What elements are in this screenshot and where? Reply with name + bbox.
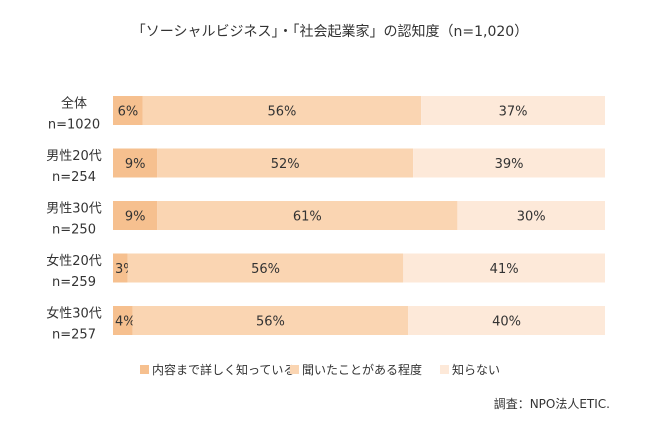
legend-swatch xyxy=(290,365,299,374)
bar-segment xyxy=(113,201,158,230)
legend-label: 聞いたことがある程度 xyxy=(302,362,422,377)
data-label: 30% xyxy=(517,210,546,225)
data-label: 61% xyxy=(293,210,322,225)
bars: 6% 56% 37%9% 52% 39%9% 61% 30%3% 56% 41%4% 56% 40% xyxy=(113,96,605,335)
data-label: 4% xyxy=(115,315,136,330)
category-label: 男性20代 xyxy=(46,149,102,164)
data-label: 39% xyxy=(495,157,524,172)
bar-segment xyxy=(408,306,605,335)
source-note: 調査：NPO法人ETIC. xyxy=(494,397,610,411)
legend-label: 内容まで詳しく知っている xyxy=(152,362,295,377)
category-label: 女性30代 xyxy=(46,306,102,322)
data-label: 37% xyxy=(499,105,528,120)
legend: 内容まで詳しく知っている 聞いたことがある程度 知らない xyxy=(140,362,500,377)
data-label: 6% xyxy=(118,105,139,120)
data-label: 40% xyxy=(492,315,521,330)
bar-segment xyxy=(157,201,458,230)
bar-segment xyxy=(113,148,158,178)
data-label: 56% xyxy=(256,315,285,330)
data-label: 56% xyxy=(268,105,297,120)
category-label: 男性30代 xyxy=(46,202,102,217)
bar-segment xyxy=(413,148,605,178)
category-labels: 全体 n=1020 男性20代 n=254 男性30代 n=250 女性20代 n=259 女性… xyxy=(46,96,102,343)
category-count: n=254 xyxy=(52,170,96,185)
data-label: 56% xyxy=(251,262,280,277)
data-label: 41% xyxy=(490,262,519,277)
chart-title: 「ソーシャルビジネス」・「社会起業家」の認知度（n=1,020） xyxy=(132,23,528,40)
legend-swatch xyxy=(440,365,449,374)
bar-segment xyxy=(132,306,409,335)
bar-segment xyxy=(127,253,404,283)
legend-label: 知らない xyxy=(452,363,500,377)
category-label: 全体 xyxy=(61,96,87,112)
bar-segment xyxy=(113,306,133,335)
bar-segment xyxy=(142,96,422,125)
bar-segment xyxy=(113,253,128,283)
data-label: 9% xyxy=(125,157,146,172)
category-count: n=1020 xyxy=(48,118,100,133)
bar-segment xyxy=(157,148,414,178)
bar-segment xyxy=(421,96,605,125)
legend-swatch xyxy=(140,365,149,374)
data-label: 9% xyxy=(125,210,146,225)
category-count: n=250 xyxy=(52,223,96,238)
bar-segment xyxy=(457,201,605,230)
category-count: n=259 xyxy=(52,275,96,290)
data-label: 52% xyxy=(271,157,300,172)
category-label: 女性20代 xyxy=(46,253,102,269)
category-count: n=257 xyxy=(52,328,96,343)
bar-segment xyxy=(113,96,143,125)
bar-segment xyxy=(403,253,605,283)
